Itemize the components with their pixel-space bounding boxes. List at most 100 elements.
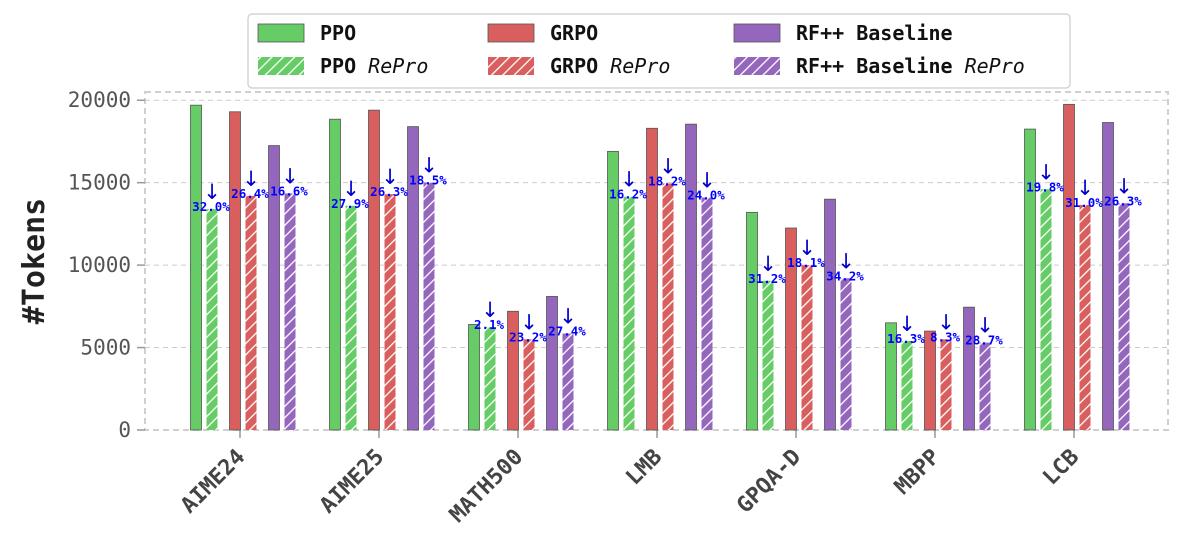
legend-box: [247, 13, 1071, 89]
axes-layer: 0 5000 10000 15000 20000 #Tokens AIME24 AIME25 M…: [17, 88, 1169, 528]
reduction-label: 18.5%: [409, 173, 447, 188]
bar-grpo-repro-lcb: [1079, 204, 1091, 430]
reduction-arrow: ↓: [1076, 176, 1094, 200]
reduction-arrow: ↓: [481, 298, 499, 322]
y-tick-label: 10000: [68, 253, 131, 277]
x-tick-label: MBPP: [890, 445, 945, 500]
bar-ppo-aime25: [329, 118, 341, 431]
reduction-arrow: ↓: [837, 249, 855, 273]
reduction-label: 34.2%: [826, 268, 864, 283]
bar-ppo-lmb: [607, 150, 619, 431]
bar-grpo-repro-aime24: [245, 195, 257, 430]
bar-ppo-lcb: [1024, 128, 1036, 431]
bar-rf-baseline-lmb: [685, 123, 697, 431]
bar-rf-baseline-aime24: [268, 145, 280, 431]
reduction-label: 2.1%: [474, 317, 505, 332]
reduction-label: 16.2%: [609, 187, 647, 202]
x-tick-label: LCB: [1038, 445, 1084, 491]
bar-rf-baseline-repro-lcb: [1118, 203, 1130, 430]
reduction-arrow: ↓: [342, 177, 360, 201]
x-tick-label: LMB: [621, 445, 667, 491]
x-tick-label: GPQA-D: [732, 445, 806, 519]
reduction-arrow: ↓: [1115, 174, 1133, 198]
y-tick-label: 15000: [68, 171, 131, 195]
bar-grpo-math500: [507, 310, 519, 431]
x-tick-label: AIME25: [315, 445, 389, 519]
bar-ppo-aime24: [190, 104, 202, 431]
legend: PPO PPO RePro GRPO GRPO RePro RF++ Baseline R…: [247, 13, 1071, 89]
bar-rf-baseline-repro-aime25: [423, 182, 435, 430]
bar-ppo-mbpp: [885, 322, 897, 431]
bar-rf-baseline-repro-aime24: [284, 193, 296, 430]
legend-swatch: [488, 57, 534, 75]
legend-label: GRPO RePro: [550, 54, 670, 78]
bar-grpo-aime24: [229, 111, 241, 431]
bar-grpo-repro-math500: [523, 339, 535, 430]
bar-rf-baseline-repro-lmb: [701, 197, 713, 430]
reduction-arrow: ↓: [281, 164, 299, 188]
bar-grpo-repro-gpqa-d: [801, 265, 813, 430]
bar-grpo-gpqa-d: [785, 227, 797, 431]
bar-grpo-lmb: [646, 127, 658, 431]
bar-grpo-repro-mbpp: [940, 339, 952, 430]
bar-ppo-repro-gpqa-d: [762, 280, 774, 430]
legend-swatch: [734, 57, 780, 75]
y-axis-label: #Tokens: [17, 198, 52, 324]
reduction-arrow: ↓: [242, 167, 260, 191]
y-tick-label: 0: [118, 418, 131, 442]
bar-grpo-mbpp: [924, 330, 936, 431]
reduction-label: 32.0%: [192, 199, 230, 214]
legend-label: GRPO: [550, 21, 598, 45]
legend-swatch: [258, 57, 304, 75]
reduction-label: 18.1%: [787, 255, 825, 270]
reduction-arrow: ↓: [1037, 160, 1055, 184]
bar-rf-baseline-repro-math500: [562, 333, 574, 430]
reduction-label: 26.3%: [1104, 193, 1142, 208]
reduction-arrow: ↓: [203, 180, 221, 204]
reduction-arrow: ↓: [898, 312, 916, 336]
legend-label: PPO: [320, 21, 356, 45]
reduction-label: 19.8%: [1026, 179, 1064, 194]
legend-swatch: [487, 23, 535, 43]
legend-label: PPO RePro: [320, 54, 428, 78]
reduction-label: 8.3%: [930, 329, 961, 344]
bar-ppo-repro-aime25: [345, 205, 357, 430]
x-tick-label: MATH500: [445, 445, 528, 528]
bar-ppo-gpqa-d: [746, 211, 758, 431]
bar-rf-baseline-gpqa-d: [824, 198, 836, 431]
reduction-label: 28.7%: [965, 333, 1003, 348]
reduction-arrow: ↓: [559, 305, 577, 329]
bar-ppo-repro-lmb: [623, 196, 635, 430]
reduction-label: 27.9%: [331, 196, 369, 211]
bar-rf-baseline-aime25: [407, 126, 419, 431]
reduction-label: 31.0%: [1065, 195, 1103, 210]
labels-layer: ↓32.0%↓26.4%↓16.6% ↓27.9%↓26.3%↓18.5%↓2.1…: [192, 154, 1142, 348]
reduction-label: 26.4%: [231, 186, 269, 201]
legend-swatch: [257, 23, 305, 43]
bar-ppo-repro-lcb: [1040, 189, 1052, 430]
reduction-label: 31.2%: [748, 271, 786, 286]
bar-rf-baseline-lcb: [1102, 122, 1114, 431]
bar-rf-baseline-math500: [546, 296, 558, 431]
reduction-label: 27.4%: [548, 324, 586, 339]
bar-grpo-aime25: [368, 109, 380, 431]
bar-ppo-repro-math500: [484, 326, 496, 430]
bar-grpo-repro-aime25: [384, 194, 396, 430]
reduction-arrow: ↓: [937, 310, 955, 334]
y-tick-label: 20000: [68, 88, 131, 112]
reduction-arrow: ↓: [976, 314, 994, 338]
legend-label: RF++ Baseline: [796, 21, 953, 45]
bar-rf-baseline-mbpp: [963, 306, 975, 431]
bar-ppo-repro-aime24: [206, 209, 218, 430]
y-tick-label: 5000: [80, 336, 131, 360]
bar-rf-baseline-repro-mbpp: [979, 342, 991, 430]
reduction-label: 16.3%: [887, 331, 925, 346]
legend-swatch: [733, 23, 781, 43]
bars-layer: [190, 103, 1130, 431]
reduction-arrow: ↓: [698, 169, 716, 193]
reduction-arrow: ↓: [620, 168, 638, 192]
reduction-arrow: ↓: [659, 155, 677, 179]
x-tick-label: AIME24: [176, 445, 250, 519]
